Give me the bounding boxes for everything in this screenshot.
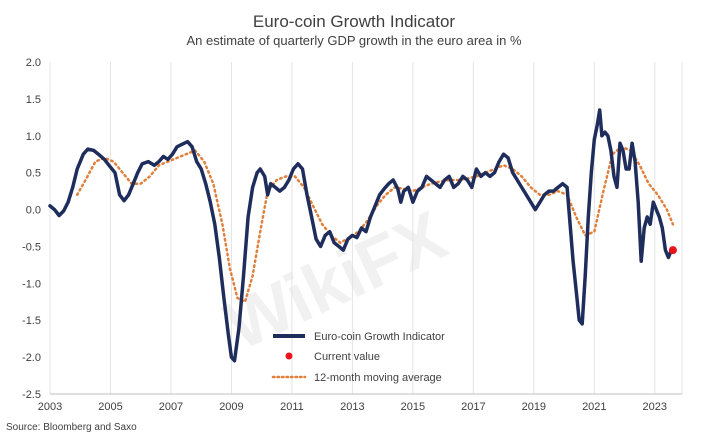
euro-coin-indicator-line xyxy=(48,108,674,363)
x-tick-label: 2015 xyxy=(401,401,425,413)
y-tick-label: 1.0 xyxy=(26,131,41,143)
y-tick-label: 0.5 xyxy=(26,168,41,180)
x-tick-label: 2019 xyxy=(522,401,546,413)
current-value-point xyxy=(668,246,677,255)
y-tick-label: -1.0 xyxy=(22,278,41,290)
y-axis: 2.0 1.5 1.0 0.5 0.0 -0.5 -1.0 -1.5 -2.0 -2.5 xyxy=(22,57,41,401)
legend-label-average: 12-month moving average xyxy=(314,372,442,384)
chart-title: Euro-coin Growth Indicator xyxy=(253,12,456,31)
y-tick-label: -2.5 xyxy=(22,389,41,401)
chart-subtitle: An estimate of quarterly GDP growth in t… xyxy=(186,33,521,48)
y-tick-label: -0.5 xyxy=(22,241,41,253)
x-tick-label: 2011 xyxy=(280,401,304,413)
x-tick-label: 2013 xyxy=(340,401,364,413)
x-axis: 2003 2005 2007 2009 2011 2013 2015 2017 2019 2021… xyxy=(38,401,667,413)
grid xyxy=(49,62,683,395)
series-layer xyxy=(48,108,677,363)
y-tick-label: 2.0 xyxy=(26,57,41,69)
y-tick-label: 1.5 xyxy=(26,94,41,106)
legend: Euro-coin Growth Indicator Current value… xyxy=(271,331,445,384)
x-tick-label: 2021 xyxy=(582,401,606,413)
source-note: Source: Bloomberg and Saxo xyxy=(6,422,137,433)
x-tick-label: 2005 xyxy=(98,401,122,413)
legend-swatch-current xyxy=(285,352,293,360)
legend-label-indicator: Euro-coin Growth Indicator xyxy=(314,331,445,343)
x-tick-label: 2007 xyxy=(159,401,183,413)
y-tick-label: -2.0 xyxy=(22,352,41,364)
y-tick-label: -1.5 xyxy=(22,315,41,327)
legend-label-current: Current value xyxy=(314,351,380,363)
x-tick-label: 2009 xyxy=(219,401,243,413)
x-tick-label: 2023 xyxy=(643,401,667,413)
x-tick-label: 2017 xyxy=(461,401,485,413)
y-tick-label: 0.0 xyxy=(26,205,41,217)
x-tick-label: 2003 xyxy=(38,401,62,413)
